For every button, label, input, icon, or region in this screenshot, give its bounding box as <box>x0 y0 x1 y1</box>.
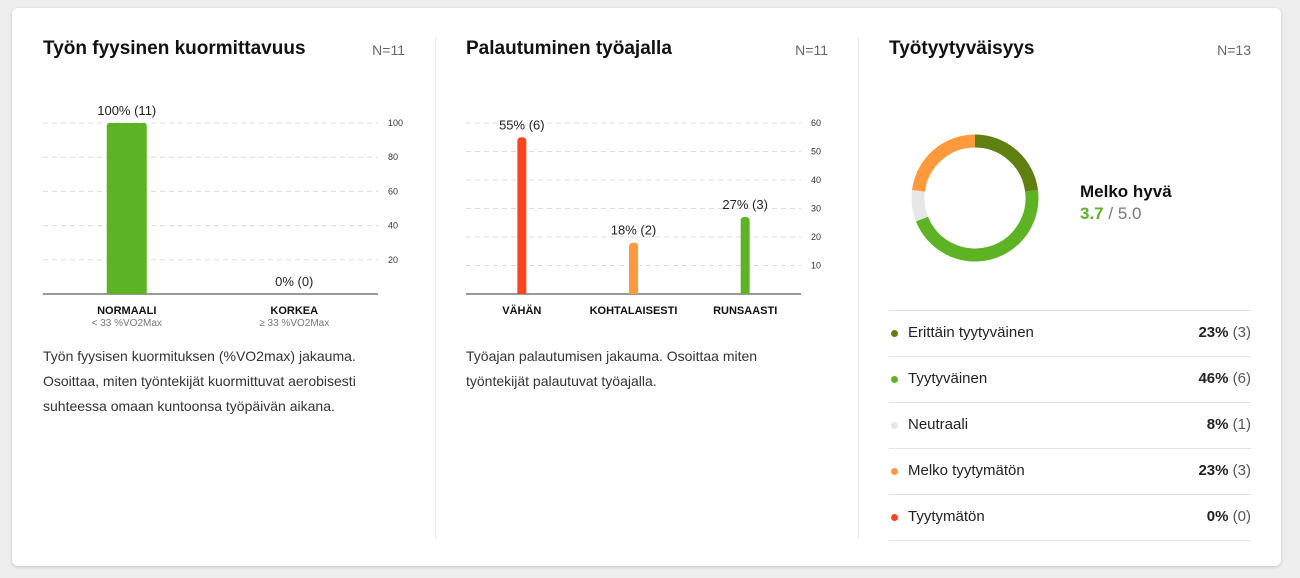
satisfaction-label: Melko hyvä <box>1080 182 1172 201</box>
bar-chart-physical-load: 20 40 60 80 100 100% (11) NORMAALI< 33 %VO2Max… <box>43 103 403 329</box>
category-label: KORKEA <box>270 305 318 317</box>
description-physical-load: Työn fyysisen kuormituksen (%VO2max) jak… <box>43 348 356 414</box>
satisfaction-legend: Erittäin tyytyväinen 23% (3) Tyytyväinen… <box>889 310 1251 541</box>
y-tick-label: 30 <box>811 204 821 214</box>
panel-count-physical-load: N=11 <box>372 42 405 58</box>
dashboard-card: Työn fyysinen kuormittavuus N=11 20 40 60 8… <box>12 8 1281 566</box>
y-tick-label: 40 <box>811 175 821 185</box>
legend-percent: 8% <box>1206 416 1229 433</box>
legend-percent: 23% <box>1198 324 1229 341</box>
legend-label: Melko tyytymätön <box>908 462 1025 479</box>
bar <box>629 242 638 294</box>
legend-count: (3) <box>1232 462 1251 479</box>
panel-title-recovery: Palautuminen työajalla <box>466 38 672 59</box>
data-label: 100% (11) <box>97 103 156 118</box>
satisfaction-score: 3.7 / 5.0 <box>1080 204 1141 224</box>
category-label: RUNSAASTI <box>713 305 777 317</box>
legend-count: (3) <box>1232 324 1251 341</box>
bar <box>106 123 147 294</box>
donut-slice <box>974 134 1038 192</box>
legend-dot-icon <box>891 330 898 337</box>
satisfaction-score-number: 3.7 <box>1080 204 1104 223</box>
panel-divider <box>858 38 859 538</box>
panel-title-physical-load: Työn fyysinen kuormittavuus <box>43 38 306 59</box>
bar-chart-recovery: 10 20 30 40 50 60 55% (6) VÄHÄN 18% (2) KOHTALAIS… <box>466 117 821 317</box>
description-recovery: Työajan palautumisen jakauma. Osoittaa m… <box>466 348 758 389</box>
legend-dot-icon <box>891 422 898 429</box>
legend-label: Neutraali <box>908 416 969 433</box>
legend-count: (1) <box>1232 416 1251 433</box>
category-sublabel: ≥ 33 %VO2Max <box>259 318 329 329</box>
legend-row-neutral: Neutraali 8% (1) <box>889 403 1251 449</box>
bar <box>517 137 527 294</box>
category-label: VÄHÄN <box>502 304 541 317</box>
satisfaction-score-max: / 5.0 <box>1108 204 1142 223</box>
category-label: NORMAALI <box>97 305 156 317</box>
donut-slice <box>912 134 976 192</box>
data-label: 27% (3) <box>722 197 768 212</box>
y-tick-label: 80 <box>388 152 398 162</box>
data-label: 55% (6) <box>499 117 545 132</box>
donut-chart-satisfaction <box>911 134 1039 262</box>
y-tick-label: 40 <box>388 221 398 231</box>
panel-count-satisfaction: N=13 <box>1217 42 1251 58</box>
bar <box>740 217 750 294</box>
legend-count: (0) <box>1232 508 1251 525</box>
legend-row-somewhat-dissatisfied: Melko tyytymätön 23% (3) <box>889 449 1251 495</box>
y-tick-label: 60 <box>811 118 821 128</box>
category-sublabel: < 33 %VO2Max <box>92 318 162 329</box>
y-tick-label: 50 <box>811 147 821 157</box>
donut-slice <box>911 190 929 222</box>
legend-label: Tyytyväinen <box>908 370 988 387</box>
legend-label: Erittäin tyytyväinen <box>908 324 1034 341</box>
y-tick-label: 60 <box>388 186 398 196</box>
legend-percent: 0% <box>1206 508 1229 525</box>
y-tick-label: 10 <box>811 261 821 271</box>
panel-divider <box>435 38 436 538</box>
legend-dot-icon <box>891 376 898 383</box>
legend-percent: 46% <box>1198 370 1229 387</box>
data-label: 0% (0) <box>275 274 313 289</box>
y-tick-label: 100 <box>388 118 403 128</box>
legend-row-very-satisfied: Erittäin tyytyväinen 23% (3) <box>889 311 1251 357</box>
panel-title-satisfaction: Työtyytyväisyys <box>889 38 1035 59</box>
y-tick-label: 20 <box>388 255 398 265</box>
legend-percent: 23% <box>1198 462 1229 479</box>
legend-row-satisfied: Tyytyväinen 46% (6) <box>889 357 1251 403</box>
data-label: 18% (2) <box>611 223 657 238</box>
legend-row-dissatisfied: Tyytymätön 0% (0) <box>889 495 1251 541</box>
donut-slice <box>915 190 1039 262</box>
legend-label: Tyytymätön <box>908 508 985 525</box>
category-label: KOHTALAISESTI <box>590 305 678 317</box>
panel-count-recovery: N=11 <box>795 42 828 58</box>
y-tick-label: 20 <box>811 232 821 242</box>
legend-count: (6) <box>1232 370 1251 387</box>
legend-dot-icon <box>891 468 898 475</box>
legend-dot-icon <box>891 514 898 521</box>
